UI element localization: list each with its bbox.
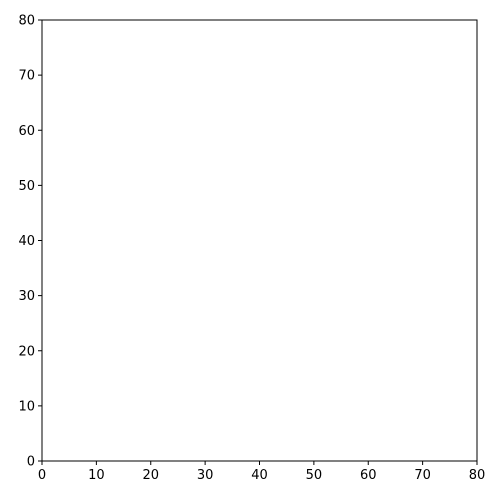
x-tick-label: 50 — [306, 468, 323, 483]
y-tick-label: 30 — [18, 289, 35, 304]
y-tick-label: 60 — [18, 124, 35, 139]
axes-layer: 0 10 20 30 40 50 60 70 80 0 10 20 30 40 50 60 70 80 — [18, 14, 485, 484]
x-tick-label: 60 — [360, 468, 377, 483]
x-tick-label: 40 — [251, 468, 268, 483]
x-tick-label: 10 — [88, 468, 105, 483]
x-tick-label: 70 — [414, 468, 431, 483]
x-tick-label: 0 — [38, 468, 46, 483]
x-tick-label: 20 — [142, 468, 159, 483]
y-tick-label: 50 — [18, 179, 35, 194]
y-tick-label: 10 — [18, 399, 35, 414]
y-tick-label: 80 — [18, 14, 35, 29]
plot-area-frame — [41, 19, 478, 462]
x-tick-label: 80 — [469, 468, 486, 483]
y-tick-label: 0 — [27, 455, 35, 470]
y-tick-label: 20 — [18, 344, 35, 359]
y-tick-label: 40 — [18, 234, 35, 249]
y-tick-label: 70 — [18, 69, 35, 84]
x-tick-label: 30 — [197, 468, 214, 483]
